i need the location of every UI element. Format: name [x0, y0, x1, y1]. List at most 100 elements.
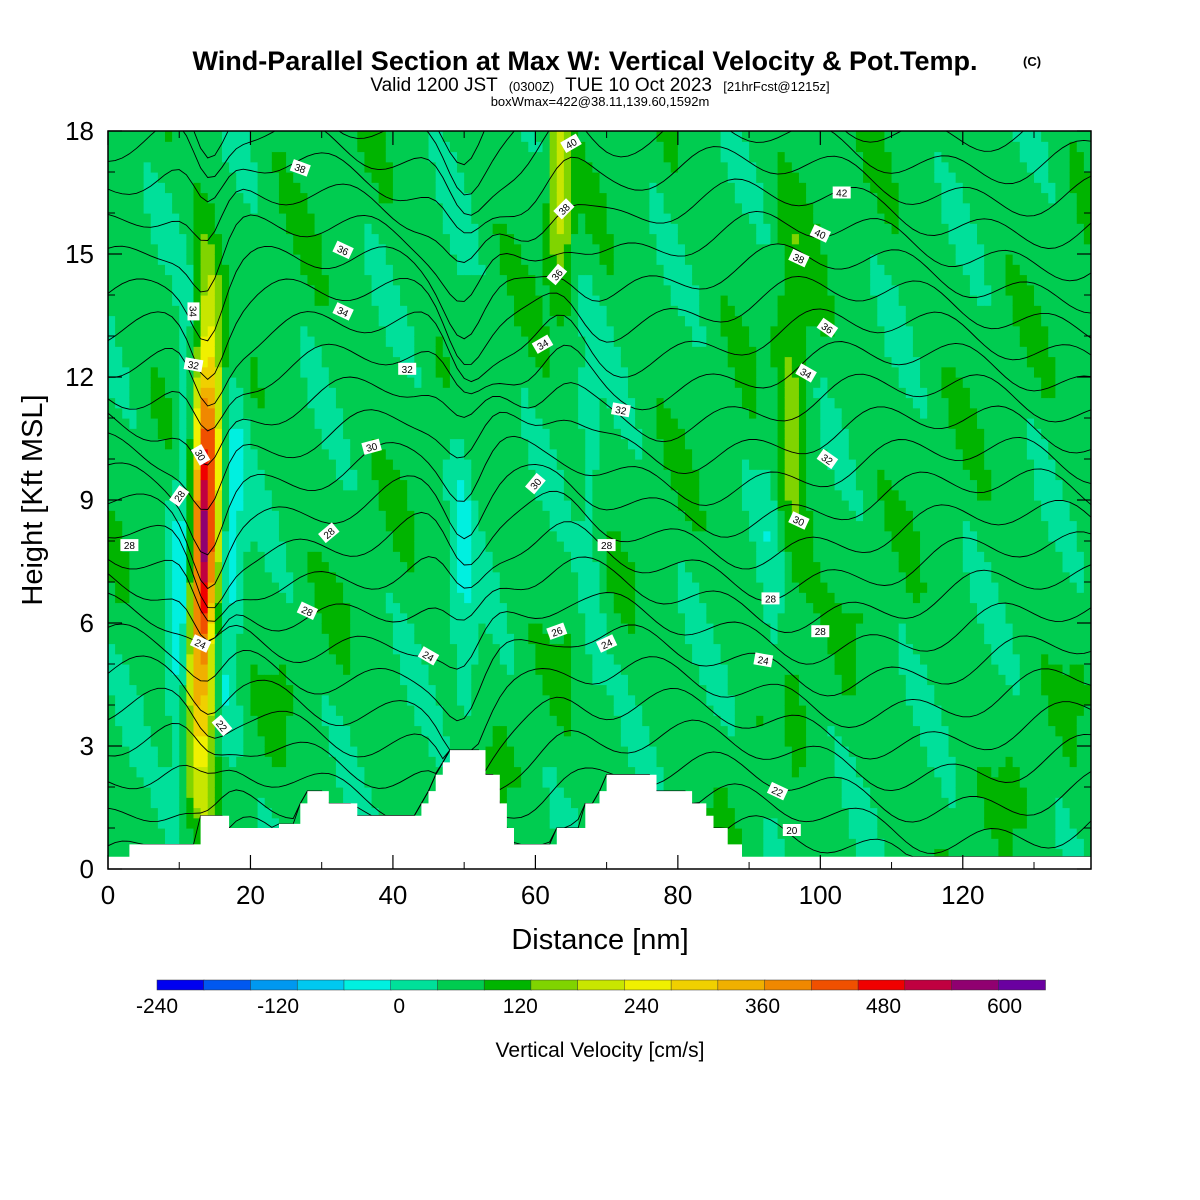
velocity-cell	[321, 141, 330, 153]
velocity-cell	[172, 510, 180, 522]
velocity-cell	[549, 561, 558, 573]
velocity-cell	[186, 161, 195, 173]
velocity-cell	[464, 674, 472, 686]
velocity-cell	[506, 428, 515, 440]
velocity-cell	[172, 161, 180, 173]
velocity-cell	[314, 643, 323, 655]
velocity-cell	[563, 192, 572, 204]
velocity-cell	[293, 284, 301, 296]
velocity-cell	[214, 787, 223, 798]
velocity-cell	[392, 202, 401, 214]
velocity-cell	[343, 202, 351, 214]
velocity-cell	[592, 397, 601, 409]
velocity-cell	[136, 233, 145, 245]
velocity-cell	[136, 787, 145, 798]
velocity-cell	[563, 182, 572, 194]
velocity-cell	[407, 397, 415, 409]
velocity-cell	[400, 500, 408, 511]
velocity-cell	[392, 787, 401, 798]
velocity-cell	[542, 346, 551, 358]
velocity-cell	[400, 213, 408, 224]
velocity-cell	[457, 202, 465, 214]
velocity-cell	[407, 233, 415, 245]
velocity-cell	[328, 274, 337, 286]
velocity-cell	[506, 131, 515, 142]
velocity-cell	[514, 541, 522, 552]
velocity-cell	[122, 776, 130, 788]
velocity-cell	[485, 674, 494, 686]
velocity-cell	[271, 418, 280, 429]
velocity-cell	[108, 633, 116, 645]
velocity-cell	[535, 561, 544, 573]
velocity-cell	[200, 182, 209, 194]
velocity-cell	[250, 172, 259, 183]
velocity-cell	[229, 397, 237, 409]
velocity-cell	[286, 705, 294, 716]
velocity-cell	[563, 633, 572, 645]
velocity-cell	[307, 582, 316, 593]
velocity-cell	[492, 305, 501, 317]
velocity-cell	[556, 192, 565, 204]
velocity-cell	[150, 131, 159, 142]
velocity-cell	[115, 366, 123, 378]
velocity-cell	[542, 766, 551, 778]
velocity-cell	[221, 623, 230, 634]
velocity-cell	[485, 202, 494, 214]
velocity-cell	[286, 571, 294, 583]
velocity-cell	[435, 254, 444, 265]
velocity-cell	[514, 664, 522, 675]
velocity-cell	[435, 356, 444, 368]
velocity-cell	[307, 530, 316, 542]
velocity-cell	[300, 746, 309, 757]
velocity-cell	[514, 397, 522, 409]
velocity-cell	[229, 664, 237, 675]
velocity-cell	[143, 551, 152, 563]
velocity-cell	[514, 561, 522, 573]
velocity-cell	[278, 592, 287, 604]
velocity-cell	[243, 407, 252, 419]
velocity-cell	[108, 192, 116, 204]
velocity-cell	[428, 274, 437, 286]
velocity-cell	[499, 643, 508, 655]
velocity-cell	[364, 530, 373, 542]
velocity-cell	[328, 233, 337, 245]
velocity-cell	[200, 151, 209, 163]
velocity-cell	[214, 264, 223, 276]
velocity-cell	[286, 315, 294, 327]
velocity-cell	[278, 131, 287, 142]
velocity-cell	[350, 223, 358, 235]
velocity-cell	[521, 469, 529, 481]
velocity-cell	[143, 776, 152, 788]
velocity-cell	[364, 551, 373, 563]
velocity-cell	[499, 787, 508, 798]
velocity-cell	[179, 520, 187, 532]
velocity-cell	[293, 664, 301, 675]
velocity-cell	[435, 479, 444, 491]
velocity-cell	[343, 223, 351, 235]
velocity-cell	[464, 602, 472, 614]
velocity-cell	[435, 510, 444, 522]
velocity-cell	[499, 202, 508, 214]
velocity-cell	[506, 284, 515, 296]
velocity-cell	[357, 274, 366, 286]
velocity-cell	[521, 684, 529, 696]
velocity-cell	[108, 325, 116, 337]
velocity-cell	[357, 797, 366, 809]
velocity-cell	[449, 418, 458, 429]
velocity-cell	[528, 243, 536, 255]
velocity-cell	[293, 264, 301, 276]
velocity-cell	[115, 797, 123, 809]
velocity-cell	[164, 325, 173, 337]
velocity-cell	[442, 459, 451, 470]
velocity-cell	[457, 274, 465, 286]
velocity-cell	[115, 479, 123, 491]
velocity-cell	[172, 735, 180, 747]
velocity-cell	[271, 633, 280, 645]
velocity-cell	[528, 828, 536, 839]
velocity-cell	[556, 346, 565, 358]
velocity-cell	[328, 653, 337, 665]
velocity-cell	[221, 141, 230, 153]
velocity-cell	[442, 623, 451, 634]
velocity-cell	[492, 735, 501, 747]
velocity-cell	[193, 284, 202, 296]
